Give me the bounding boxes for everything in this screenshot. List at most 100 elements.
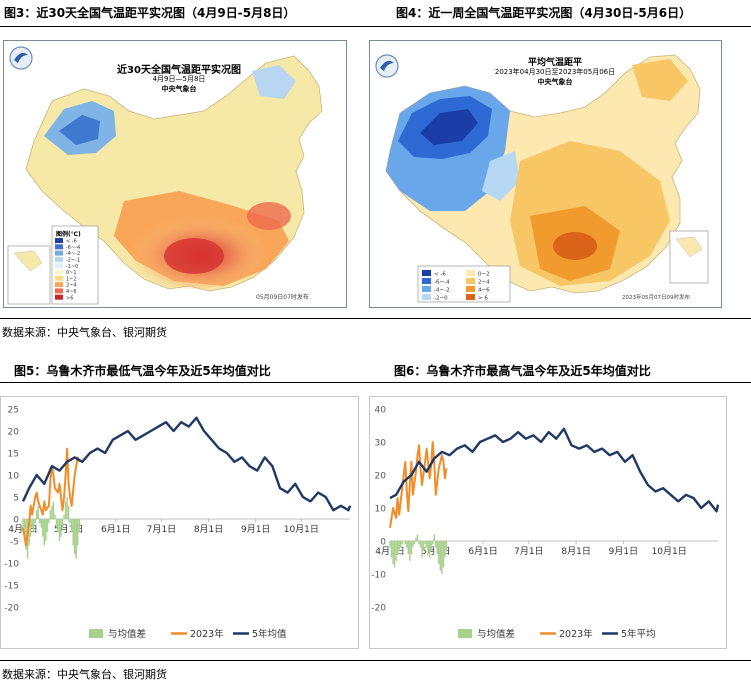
- legend-swatch: [55, 269, 63, 275]
- data-source-note: 数据来源：中央气象台、银河期货: [2, 668, 167, 681]
- legend-label: 1~2: [66, 276, 77, 282]
- diff-bar: [442, 541, 445, 568]
- legend-label: -6~-4: [434, 280, 450, 286]
- diff-bar: [42, 519, 44, 537]
- diff-bar: [425, 541, 428, 548]
- diff-bar: [78, 519, 80, 533]
- diff-bar: [28, 519, 30, 546]
- diff-bar: [54, 514, 56, 519]
- diff-bar: [409, 541, 411, 561]
- y-tick-label: 10: [375, 505, 387, 515]
- series-5yr-avg-line: [389, 427, 720, 513]
- legend-swatch: [89, 629, 103, 638]
- diff-bar: [55, 519, 58, 528]
- diff-bar: [399, 541, 402, 548]
- diff-bar: [421, 541, 423, 558]
- legend-swatch: [466, 294, 475, 300]
- legend-swatch: [466, 278, 475, 284]
- diff-bar: [51, 505, 53, 519]
- divider: [0, 318, 751, 319]
- diff-bar: [64, 501, 67, 519]
- divider: [0, 660, 751, 661]
- y-tick-label: 25: [8, 406, 19, 416]
- x-tick-label: 7月1日: [147, 524, 176, 535]
- legend-label: -2~-1: [66, 258, 80, 264]
- series-5yr-avg-line: [21, 416, 352, 512]
- diff-bar: [31, 519, 33, 528]
- legend-swatch: [55, 282, 63, 288]
- diff-bar: [34, 519, 36, 524]
- diff-bar: [433, 534, 435, 541]
- x-tick-label: 6月1日: [468, 546, 497, 557]
- urumqi-min-temp-chart: -20-15-10-505101520254月1日5月1日6月1日7月1日8月1…: [0, 396, 359, 649]
- legend-label: 2~4: [66, 283, 77, 289]
- diff-bar: [435, 541, 437, 548]
- diff-bar: [46, 519, 49, 533]
- figure-5-title: 图5：乌鲁木齐市最低气温今年及近5年均值对比: [14, 364, 271, 378]
- diff-bar: [66, 497, 68, 519]
- legend-swatch: [422, 294, 431, 300]
- x-tick-label: 7月1日: [514, 546, 543, 557]
- legend-swatch: [55, 238, 63, 243]
- legend-label: 2023年: [190, 628, 224, 640]
- x-tick-label: 10月1日: [652, 546, 687, 557]
- data-source-note: 数据来源：中央气象台、银河期货: [2, 326, 167, 339]
- diff-bar: [430, 541, 432, 551]
- legend-label: < -6: [66, 239, 77, 245]
- legend-label: -2~0: [434, 296, 448, 302]
- legend-label: > 6: [478, 296, 488, 302]
- map-7d-legend: < -6 -6~-4 -4~-2 -2~0 0~2 2~4 4~6 > 6: [422, 270, 490, 302]
- diff-bar: [70, 519, 73, 533]
- diff-bar: [25, 519, 27, 550]
- diff-bar: [63, 514, 65, 519]
- x-tick-label: 8月1日: [561, 546, 590, 557]
- y-tick-label: 20: [375, 472, 387, 482]
- legend-label: 4~6: [66, 289, 77, 295]
- legend-swatch: [55, 275, 63, 281]
- temperature-anomaly-map-30d: < -6 -6~-4 -4~-2 -2~-1 -1~0 0~1 1~2 2~4 4~6 >6 05…: [3, 40, 347, 308]
- legend-swatch: [55, 294, 63, 300]
- legend-label: -6~-4: [66, 245, 80, 251]
- diff-bar: [413, 541, 416, 545]
- divider: [0, 382, 751, 383]
- legend-label: -4~-2: [66, 251, 80, 257]
- map-30d-graphic: < -6-6~-4-4~-2-2~-1-1~00~11~22~44~6>6 05…: [7, 46, 323, 305]
- y-tick-label: 15: [8, 450, 19, 460]
- diff-bar: [428, 541, 431, 558]
- legend-label: 5年平均: [621, 628, 656, 640]
- diff-bar: [390, 541, 393, 558]
- legend-swatch: [55, 250, 63, 256]
- diff-bar: [404, 541, 406, 545]
- divider: [0, 26, 751, 27]
- figure-6-title: 图6：乌鲁木齐市最高气温今年及近5年均值对比: [394, 364, 651, 378]
- x-tick-label: 4月1日: [375, 546, 404, 557]
- diff-bar: [73, 519, 76, 555]
- map-30d-dates: 4月9日—5月8日: [152, 75, 206, 83]
- diff-bar: [67, 505, 70, 519]
- y-tick-label: -10: [4, 560, 19, 570]
- y-tick-label: -15: [4, 582, 19, 592]
- diff-bar: [23, 519, 26, 541]
- diff-bar: [416, 534, 419, 541]
- legend-label: 2023年: [559, 628, 593, 640]
- legend-swatch: [422, 270, 431, 276]
- legend-label: 2~4: [478, 280, 490, 286]
- diff-bar: [45, 519, 47, 541]
- map-30d-heading: 近30天全国气温距平实况图: [117, 65, 241, 76]
- legend-label: 4~6: [478, 288, 490, 294]
- legend-label: -4~-2: [434, 288, 450, 294]
- legend-swatch: [55, 263, 63, 269]
- diff-bar: [436, 541, 439, 555]
- legend-label: < -6: [434, 272, 446, 278]
- diff-bar: [32, 519, 35, 533]
- map-7d-graphic: < -6 -6~-4 -4~-2 -2~0 0~2 2~4 4~6 > 6 2023年05月0…: [375, 54, 709, 303]
- x-tick-label: 9月1日: [609, 546, 638, 557]
- diff-bar: [441, 541, 443, 574]
- legend-label: 与均值差: [477, 628, 515, 640]
- diff-bar: [57, 519, 59, 533]
- cma-logo: [375, 54, 399, 78]
- y-tick-label: 5: [13, 494, 19, 504]
- diff-bar: [35, 510, 38, 519]
- diff-bar: [427, 541, 429, 555]
- y-tick-label: 0: [380, 538, 386, 548]
